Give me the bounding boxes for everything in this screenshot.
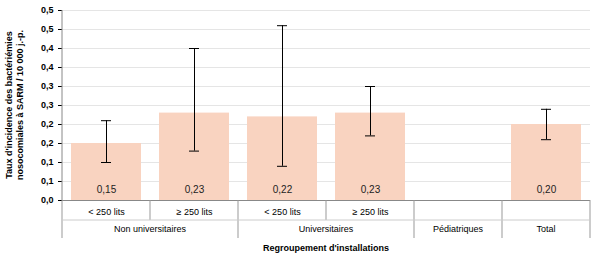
svg-text:Universitaires: Universitaires (299, 224, 354, 234)
svg-text:Regroupement d'installations: Regroupement d'installations (263, 243, 389, 253)
svg-text:0,3: 0,3 (41, 100, 54, 110)
svg-text:0,1: 0,1 (41, 176, 54, 186)
svg-text:0,23: 0,23 (185, 184, 205, 195)
svg-text:Taux d'incidence des bactériém: Taux d'incidence des bactériémies (4, 31, 14, 179)
svg-text:nosocomiales à SARM / 10 000 j: nosocomiales à SARM / 10 000 j.-p. (15, 30, 25, 180)
svg-text:0,3: 0,3 (41, 81, 54, 91)
svg-text:Pédiatriques: Pédiatriques (433, 224, 484, 234)
svg-text:< 250 lits: < 250 lits (264, 207, 301, 217)
svg-text:0,4: 0,4 (41, 43, 54, 53)
svg-text:≥ 250 lits: ≥ 250 lits (177, 207, 213, 217)
svg-text:Total: Total (536, 224, 555, 234)
svg-text:0,22: 0,22 (273, 184, 293, 195)
svg-text:0,5: 0,5 (41, 5, 54, 15)
svg-text:0,5: 0,5 (41, 24, 54, 34)
svg-text:0,20: 0,20 (537, 184, 557, 195)
svg-text:0,15: 0,15 (97, 184, 117, 195)
svg-text:0,0: 0,0 (41, 195, 54, 205)
svg-text:0,2: 0,2 (41, 119, 54, 129)
svg-text:0,2: 0,2 (41, 138, 54, 148)
svg-text:0,1: 0,1 (41, 157, 54, 167)
svg-text:0,23: 0,23 (361, 184, 381, 195)
svg-text:< 250 lits: < 250 lits (88, 207, 125, 217)
svg-text:Non universitaires: Non universitaires (114, 224, 187, 234)
svg-text:≥ 250 lits: ≥ 250 lits (353, 207, 389, 217)
svg-text:0,4: 0,4 (41, 62, 54, 72)
